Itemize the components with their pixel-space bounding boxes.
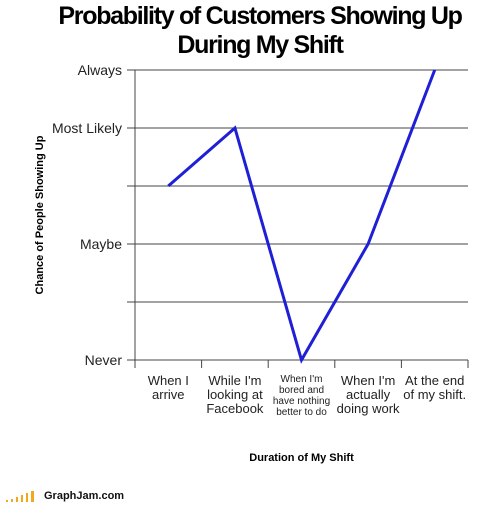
x-tick-label: While I'm looking at Facebook (206, 373, 264, 416)
y-axis-title: Chance of People Showing Up (34, 135, 46, 295)
y-tick-label: Most Likely (51, 120, 122, 136)
x-tick-label: When I'm bored and have nothing better t… (272, 374, 331, 418)
data-line (167, 69, 437, 364)
x-tick-label: When I'm actually doing work (336, 373, 400, 416)
y-tick-label: Maybe (79, 236, 122, 252)
chart-title: Probability of Customers Showing Up Duri… (58, 2, 462, 59)
footer-logo: GraphJam.com (44, 490, 125, 502)
x-tick-label: When I arrive (147, 373, 189, 402)
y-tick-label: Always (77, 62, 122, 78)
x-axis-title: Duration of My Shift (249, 452, 354, 464)
logo-icon (6, 491, 34, 502)
x-tick-label: At the end of my shift. (403, 373, 467, 402)
y-tick-label: Never (84, 352, 122, 368)
